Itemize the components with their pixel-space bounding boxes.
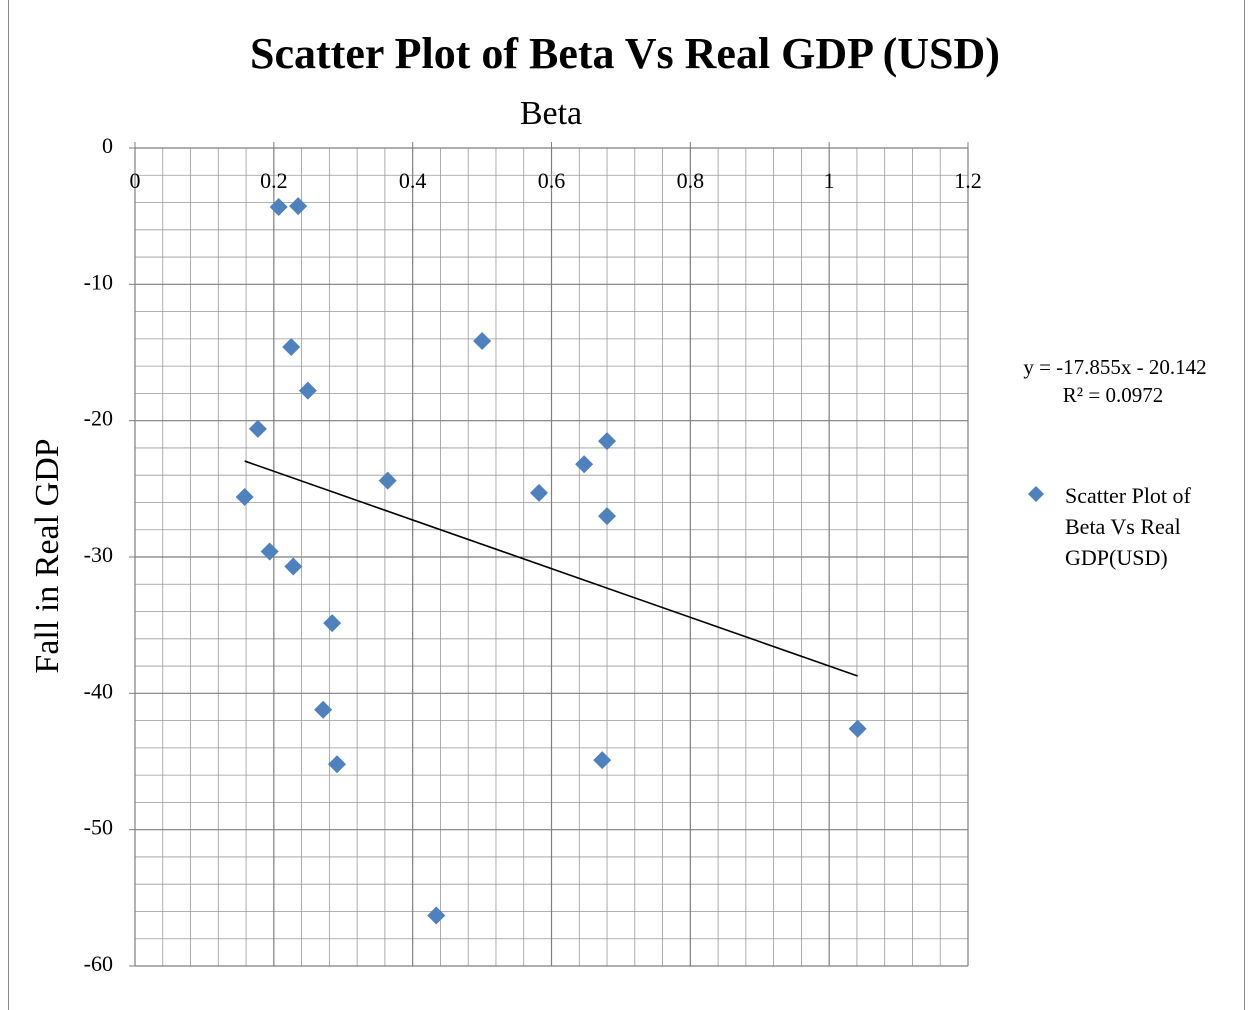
chart-border <box>8 0 1245 1010</box>
x-tick-label: 0 <box>130 168 141 193</box>
data-point <box>530 483 549 502</box>
data-point <box>282 338 301 357</box>
x-tick-label: 0.8 <box>677 168 705 193</box>
data-point <box>473 332 492 351</box>
legend-marker <box>1028 486 1044 502</box>
data-point <box>248 419 267 438</box>
data-point <box>235 488 254 507</box>
trendline-equation: y = -17.855x - 20.142 <box>1023 355 1206 379</box>
trendline <box>244 460 858 677</box>
data-point <box>427 906 446 925</box>
data-point <box>593 751 612 770</box>
x-tick-label: 0.2 <box>260 168 288 193</box>
data-point <box>323 614 342 633</box>
data-point <box>598 432 617 451</box>
x-axis-title: Beta <box>520 95 582 132</box>
y-tick-label: -40 <box>84 678 113 703</box>
y-tick-label: -60 <box>84 951 113 976</box>
data-point <box>260 542 279 561</box>
data-point <box>269 198 288 217</box>
data-point <box>848 719 867 738</box>
x-tick-label: 1.2 <box>954 168 982 193</box>
legend-label: Scatter Plot of Beta Vs Real GDP(USD) <box>1065 483 1191 570</box>
y-tick-label: 0 <box>102 133 113 158</box>
y-axis-title: Fall in Real GDP <box>29 438 66 673</box>
data-point <box>284 557 303 576</box>
x-tick-label: 1 <box>824 168 835 193</box>
data-point <box>289 197 308 216</box>
data-point <box>314 700 333 719</box>
y-tick-label: -10 <box>84 269 113 294</box>
data-point <box>298 381 317 400</box>
x-tick-label: 0.4 <box>399 168 427 193</box>
x-tick-label: 0.6 <box>538 168 566 193</box>
y-tick-label: -50 <box>84 815 113 840</box>
data-point <box>575 455 594 474</box>
data-point <box>328 755 347 774</box>
y-tick-label: -20 <box>84 406 113 431</box>
trendline-r-squared: R² = 0.0972 <box>1063 383 1163 407</box>
chart-title: Scatter Plot of Beta Vs Real GDP (USD) <box>250 29 1000 78</box>
data-point <box>378 471 397 490</box>
data-point <box>598 507 617 526</box>
y-tick-label: -30 <box>84 542 113 567</box>
